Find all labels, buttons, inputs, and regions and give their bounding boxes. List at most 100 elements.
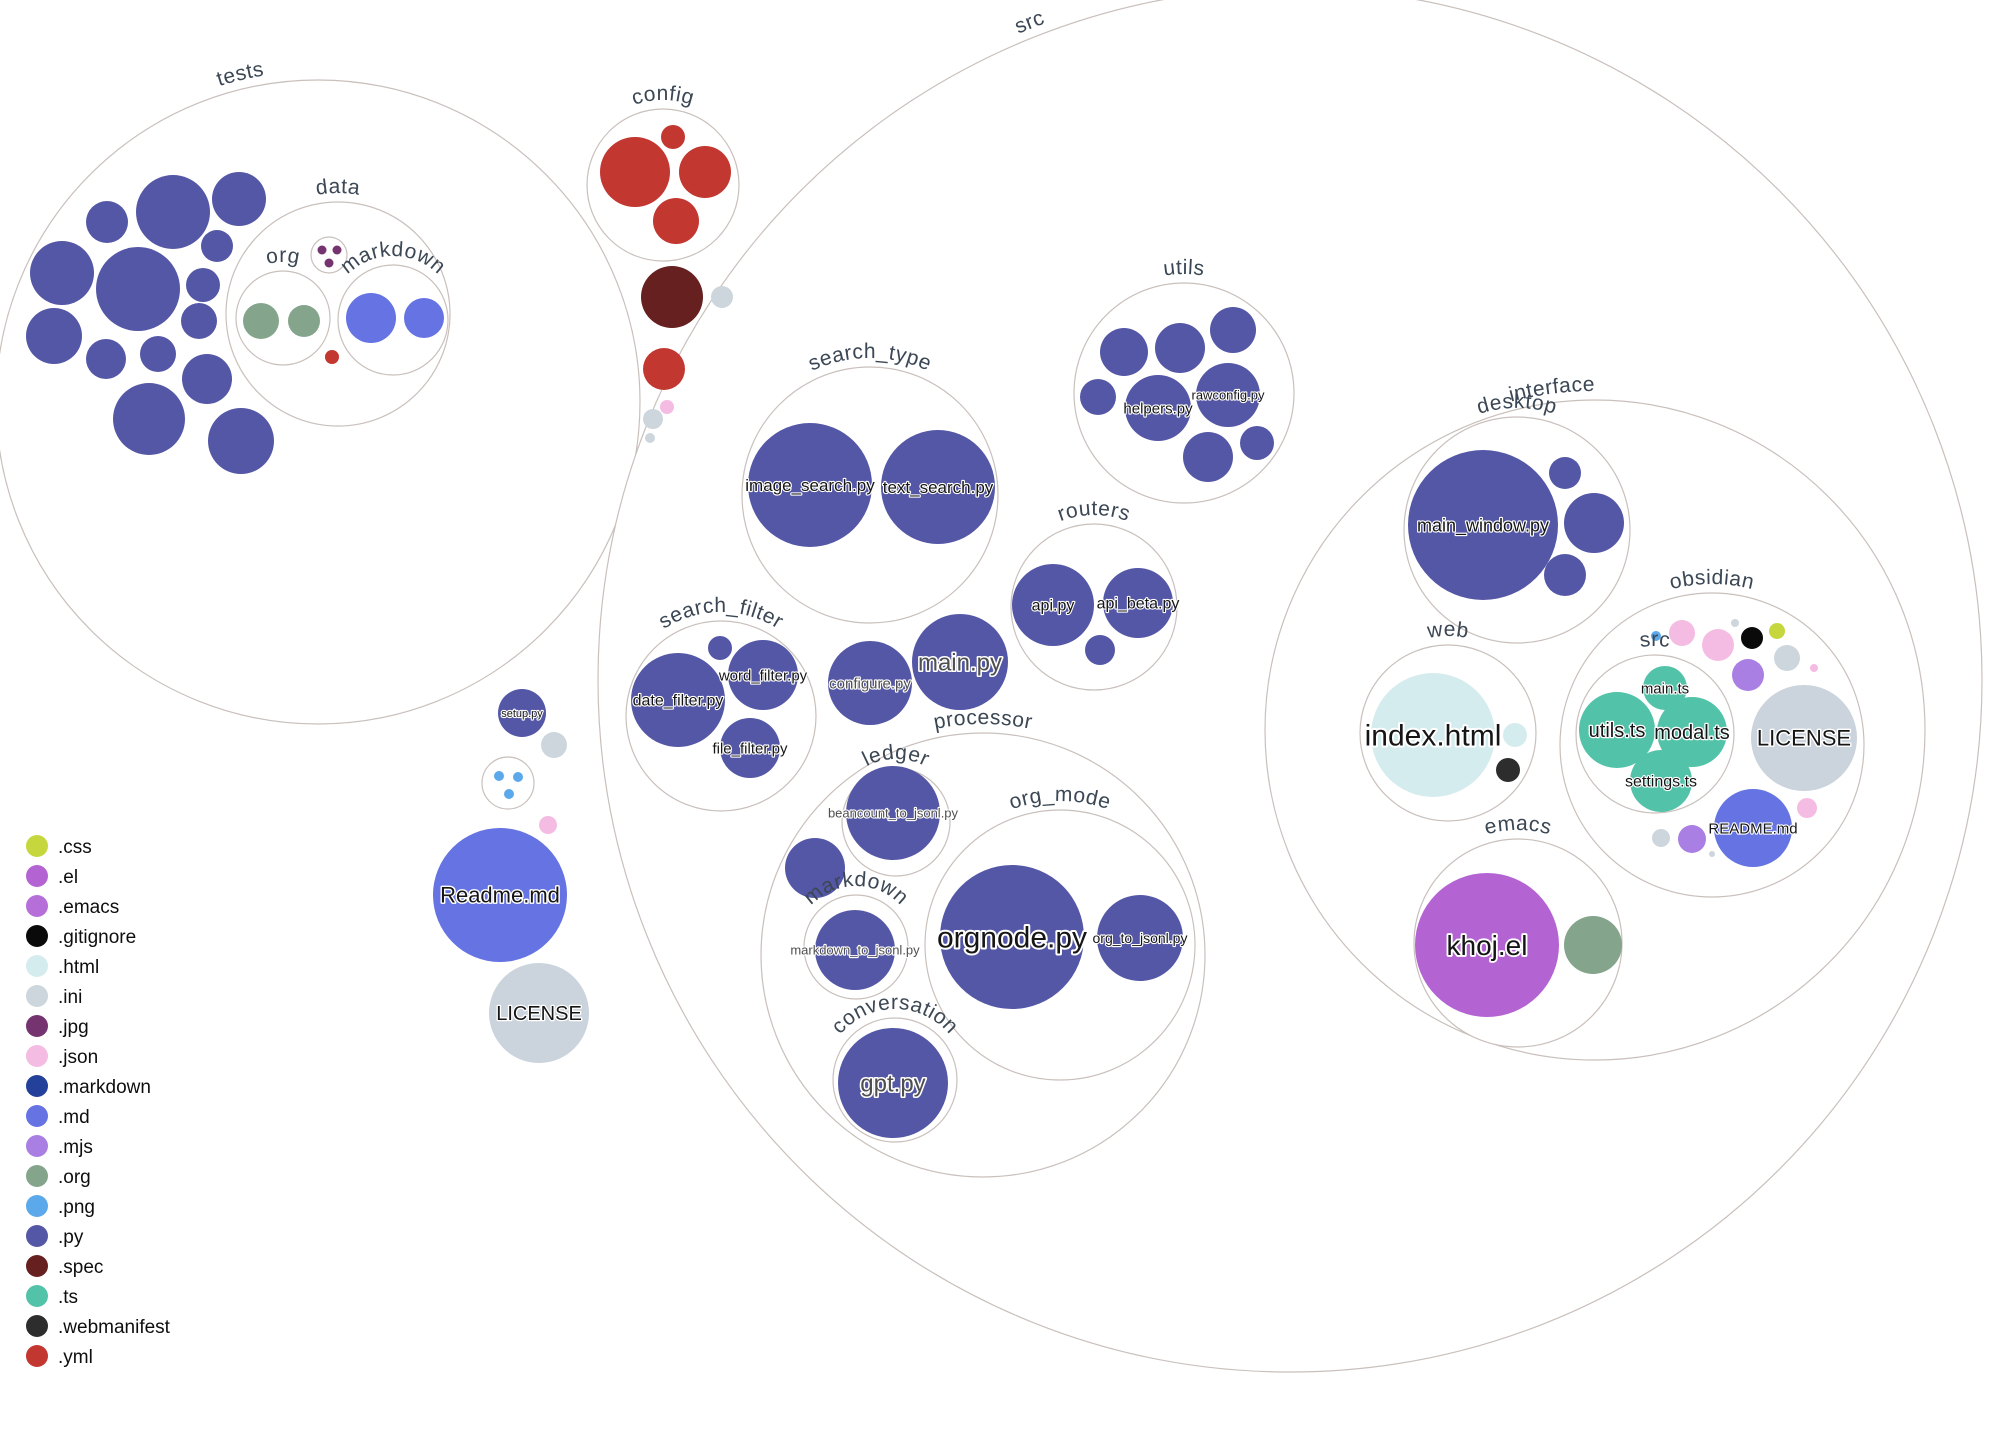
file-circle-jpg-18[interactable] xyxy=(317,245,327,255)
file-circle-py-2[interactable] xyxy=(212,172,266,226)
file-circle-py-8[interactable] xyxy=(26,308,82,364)
file-circle-configure.py[interactable] xyxy=(828,641,912,725)
legend-label-html: .html xyxy=(58,957,99,978)
file-circle-Readme.md[interactable] xyxy=(433,828,567,962)
file-circle-css-83[interactable] xyxy=(1769,623,1785,639)
file-circle-yml-22[interactable] xyxy=(600,137,670,207)
file-circle-org-73[interactable] xyxy=(1564,916,1622,974)
file-circle-main.ts[interactable] xyxy=(1643,666,1687,710)
file-circle-mjs-86[interactable] xyxy=(1732,659,1764,691)
file-circle-api_beta.py[interactable] xyxy=(1103,568,1173,638)
file-circle-date_filter.py[interactable] xyxy=(631,653,725,747)
file-circle-spec-26[interactable] xyxy=(641,266,703,328)
file-label-text_search.py: text_search.py xyxy=(883,478,994,497)
folder-circle-png-folder[interactable] xyxy=(481,756,535,810)
file-circle-ini-30[interactable] xyxy=(643,409,663,429)
file-circle-text_search.py[interactable] xyxy=(881,430,995,544)
file-circle-ini-84[interactable] xyxy=(1774,645,1800,671)
file-circle-py-66[interactable] xyxy=(1549,457,1581,489)
file-circle-settings.ts[interactable] xyxy=(1630,750,1692,812)
legend-label-yml: .yml xyxy=(58,1347,93,1368)
file-circle-png-35[interactable] xyxy=(513,772,523,782)
file-circle-py-57[interactable] xyxy=(1183,432,1233,482)
file-circle-api.py[interactable] xyxy=(1012,564,1094,646)
file-circle-markdown_to_jsonl.py[interactable] xyxy=(815,910,895,990)
file-circle-ini-91[interactable] xyxy=(1652,829,1670,847)
file-circle-README.md[interactable] xyxy=(1714,789,1792,867)
file-circle-yml-28[interactable] xyxy=(643,348,685,390)
file-circle-json-89[interactable] xyxy=(1797,798,1817,818)
file-circle-yml-23[interactable] xyxy=(661,125,685,149)
file-circle-py-45[interactable] xyxy=(708,636,732,660)
file-circle-main.py[interactable] xyxy=(912,614,1008,710)
folder-circle-jpg-folder[interactable] xyxy=(310,236,348,274)
file-circle-py-59[interactable] xyxy=(785,838,845,898)
file-circle-md-17[interactable] xyxy=(404,298,444,338)
file-circle-py-1[interactable] xyxy=(136,175,210,249)
file-circle-py-58[interactable] xyxy=(1240,426,1274,460)
file-circle-org-15[interactable] xyxy=(288,305,320,337)
file-circle-image_search.py[interactable] xyxy=(748,423,872,547)
file-circle-webmanifest-71[interactable] xyxy=(1496,758,1520,782)
file-circle-org-14[interactable] xyxy=(243,303,279,339)
file-circle-jpg-19[interactable] xyxy=(332,245,342,255)
file-circle-py-6[interactable] xyxy=(186,268,220,302)
file-circle-file_filter.py[interactable] xyxy=(720,718,780,778)
file-circle-LICENSE[interactable] xyxy=(1751,685,1857,791)
file-label-main.py: main.py xyxy=(918,649,1002,676)
file-circle-yml-25[interactable] xyxy=(653,198,699,244)
file-circle-html-70[interactable] xyxy=(1503,723,1527,747)
file-circle-ini-81[interactable] xyxy=(1731,619,1739,627)
file-circle-utils.ts[interactable] xyxy=(1579,692,1655,768)
file-circle-gpt.py[interactable] xyxy=(838,1028,948,1138)
file-circle-py-4[interactable] xyxy=(30,241,94,305)
file-circle-helpers.py[interactable] xyxy=(1125,375,1191,441)
file-circle-setup.py[interactable] xyxy=(498,689,546,737)
file-circle-py-68[interactable] xyxy=(1544,554,1586,596)
file-circle-json-85[interactable] xyxy=(1810,664,1818,672)
file-circle-index.html[interactable] xyxy=(1371,673,1495,797)
file-circle-gitignore-82[interactable] xyxy=(1741,627,1763,649)
file-circle-mjs-90[interactable] xyxy=(1678,825,1706,853)
file-circle-py-5[interactable] xyxy=(96,247,180,331)
file-circle-py-67[interactable] xyxy=(1564,493,1624,553)
file-circle-py-9[interactable] xyxy=(86,339,126,379)
file-circle-py-54[interactable] xyxy=(1080,379,1116,415)
file-circle-main_window.py[interactable] xyxy=(1408,450,1558,600)
file-circle-ini-33[interactable] xyxy=(541,732,567,758)
file-circle-py-7[interactable] xyxy=(181,303,217,339)
file-circle-py-3[interactable] xyxy=(201,230,233,262)
file-circle-rawconfig.py[interactable] xyxy=(1196,363,1260,427)
file-circle-md-16[interactable] xyxy=(346,293,396,343)
file-circle-py-13[interactable] xyxy=(208,408,274,474)
file-circle-json-29[interactable] xyxy=(660,400,674,414)
file-circle-yml-21[interactable] xyxy=(325,350,339,364)
file-circle-LICENSE[interactable] xyxy=(489,963,589,1063)
file-circle-py-0[interactable] xyxy=(86,201,128,243)
folder-circle-org[interactable] xyxy=(235,270,331,366)
file-circle-ini-27[interactable] xyxy=(711,286,733,308)
file-circle-yml-24[interactable] xyxy=(679,146,731,198)
file-circle-png-78[interactable] xyxy=(1651,631,1661,641)
file-circle-modal.ts[interactable] xyxy=(1657,697,1727,767)
file-circle-beancount_to_jsonl.py[interactable] xyxy=(846,766,940,860)
file-circle-org_to_jsonl.py[interactable] xyxy=(1097,895,1183,981)
file-circle-py-11[interactable] xyxy=(182,354,232,404)
file-circle-jpg-20[interactable] xyxy=(324,258,334,268)
file-circle-json-37[interactable] xyxy=(539,816,557,834)
file-circle-png-34[interactable] xyxy=(494,771,504,781)
file-circle-py-12[interactable] xyxy=(113,383,185,455)
file-circle-khoj.el[interactable] xyxy=(1415,873,1559,1017)
file-circle-ini-92[interactable] xyxy=(1709,851,1715,857)
file-circle-py-51[interactable] xyxy=(1100,328,1148,376)
file-circle-py-10[interactable] xyxy=(140,336,176,372)
file-circle-py-52[interactable] xyxy=(1155,323,1205,373)
file-circle-py-50[interactable] xyxy=(1085,635,1115,665)
file-circle-png-36[interactable] xyxy=(504,789,514,799)
file-circle-orgnode.py[interactable] xyxy=(940,865,1084,1009)
file-circle-word_filter.py[interactable] xyxy=(728,640,798,710)
file-circle-py-53[interactable] xyxy=(1210,307,1256,353)
file-circle-json-80[interactable] xyxy=(1702,629,1734,661)
file-circle-ini-31[interactable] xyxy=(645,433,655,443)
file-circle-json-79[interactable] xyxy=(1669,620,1695,646)
